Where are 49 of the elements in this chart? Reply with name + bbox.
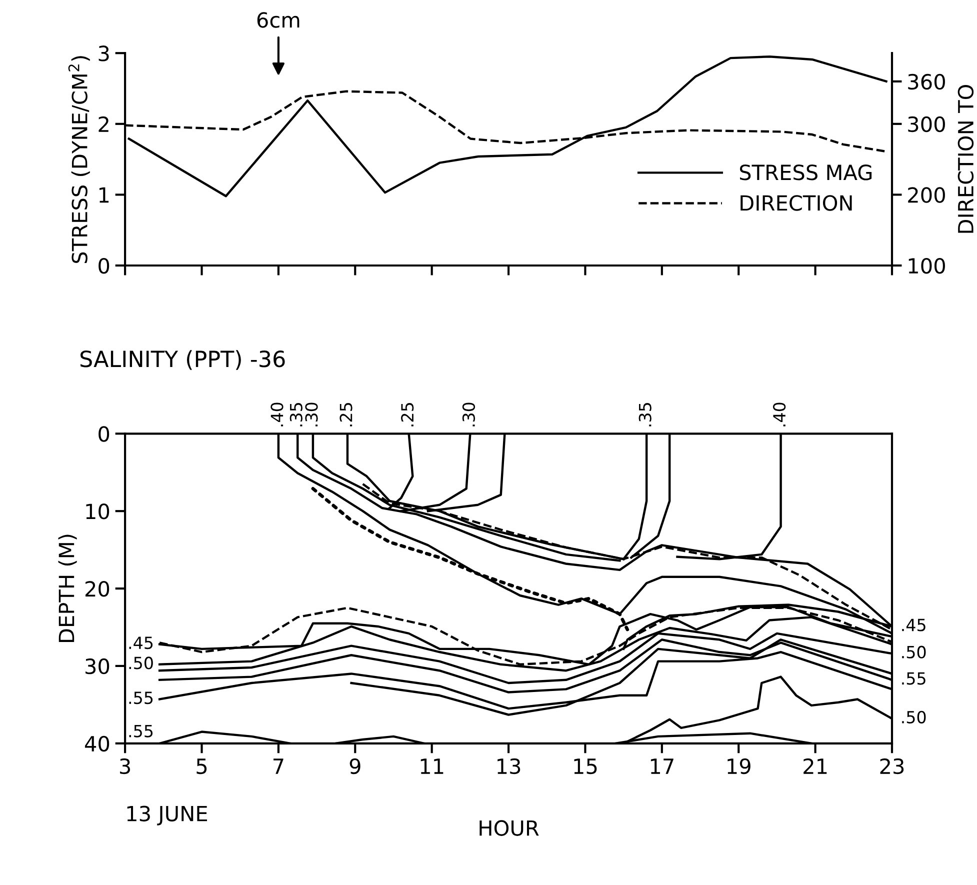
- x-tick-label: 15: [574, 758, 597, 774]
- y2-axis-title: DIRECTION TO: [958, 84, 974, 233]
- x-tick-label: 3: [120, 758, 130, 774]
- x-tick-label: 5: [196, 758, 207, 774]
- x-tick-label: 17: [650, 758, 674, 774]
- y-tick-label: 1: [100, 187, 109, 203]
- y-tick-label: 10: [86, 504, 110, 520]
- y-tick-label: 3: [98, 46, 109, 62]
- y2-tick-label: 100: [908, 258, 945, 274]
- x-tick-label: 7: [274, 758, 284, 774]
- series-label: .45: [129, 636, 153, 650]
- y-tick-label: 40: [84, 736, 110, 752]
- text: 13 JUNE: [127, 806, 207, 826]
- y-tick-label: 0: [98, 426, 110, 442]
- legend-label: DIRECTION: [740, 195, 852, 211]
- x-tick-label: 23: [880, 758, 904, 774]
- text: .40: [270, 402, 284, 426]
- x-tick-label: 11: [420, 758, 444, 774]
- text: 6cm: [257, 12, 300, 28]
- series-label: .55: [902, 672, 926, 685]
- series-label: .50: [902, 710, 926, 724]
- y2-tick-label: 300: [908, 116, 945, 132]
- chart-title: SALINITY (PPT) -36: [80, 350, 285, 370]
- y2-tick-label: 200: [908, 187, 945, 203]
- x-tick-label: 9: [350, 758, 360, 774]
- text: .40: [773, 402, 786, 426]
- text: .35: [638, 403, 652, 426]
- text: .25: [401, 403, 414, 426]
- legend-label: STRESS MAG: [740, 164, 872, 180]
- series-label: .45: [902, 618, 926, 632]
- text: .30: [462, 402, 476, 426]
- y-tick-label: 30: [86, 658, 110, 674]
- x-tick-label: 21: [804, 758, 827, 774]
- y-axis-title: STRESS (DYNE/CM$^{2}$): [68, 56, 90, 264]
- text: .30: [305, 402, 318, 426]
- series-label: .55: [129, 692, 153, 704]
- y-tick-label: 20: [85, 580, 110, 597]
- x-tick-label: 13: [498, 758, 520, 774]
- text: .35: [290, 403, 302, 426]
- text: .25: [340, 403, 352, 426]
- x-axis-title: HOUR: [480, 820, 539, 836]
- x-tick-label: 19: [728, 758, 750, 774]
- y-axis-title: DEPTH (M): [58, 534, 77, 642]
- series-label: .50: [902, 646, 926, 658]
- y-tick-label: 2: [98, 116, 108, 132]
- series-label: .55: [129, 725, 153, 738]
- y2-tick-label: 360: [908, 74, 945, 90]
- series-label: .50: [129, 656, 153, 670]
- y-tick-label: 0: [98, 258, 110, 274]
